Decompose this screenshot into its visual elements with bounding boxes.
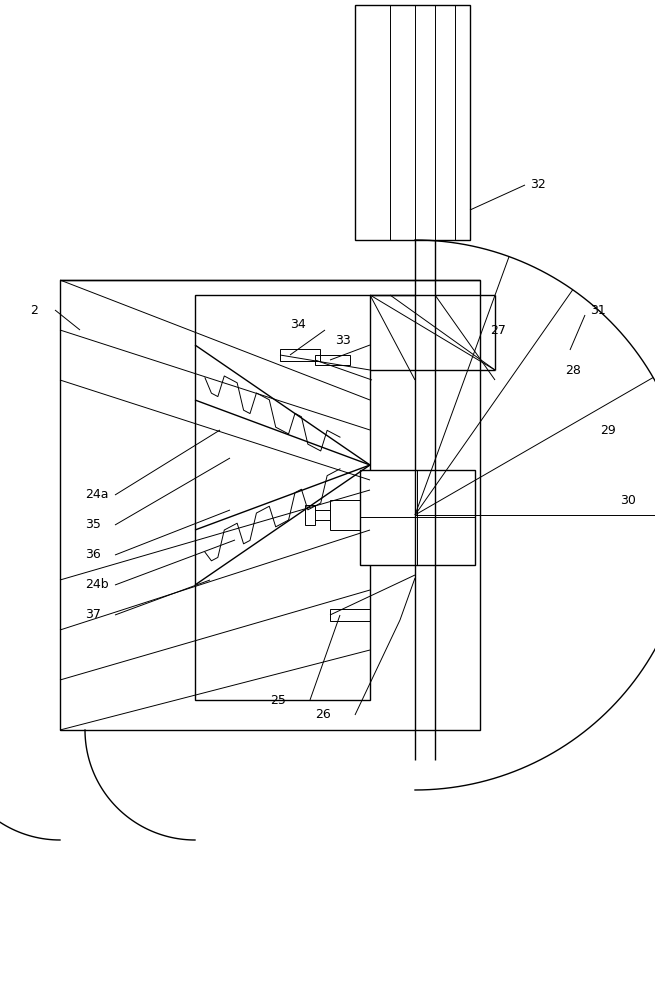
Text: 32: 32 bbox=[530, 178, 546, 192]
Bar bbox=[330, 609, 370, 621]
Text: 31: 31 bbox=[590, 304, 606, 316]
Text: 35: 35 bbox=[85, 518, 101, 532]
Bar bbox=[195, 295, 370, 700]
Text: 25: 25 bbox=[270, 694, 286, 706]
Bar bbox=[315, 355, 350, 365]
Text: 34: 34 bbox=[290, 318, 306, 332]
Bar bbox=[330, 500, 360, 530]
Text: 26: 26 bbox=[315, 708, 331, 722]
Bar bbox=[355, 5, 470, 240]
Text: 30: 30 bbox=[620, 493, 636, 506]
Text: 37: 37 bbox=[85, 608, 101, 621]
Text: 24b: 24b bbox=[85, 578, 109, 591]
Text: 2: 2 bbox=[30, 304, 38, 316]
Bar bbox=[60, 280, 480, 730]
Text: 36: 36 bbox=[85, 548, 101, 562]
Text: 29: 29 bbox=[600, 424, 616, 436]
Bar bbox=[305, 505, 315, 525]
Text: 24a: 24a bbox=[85, 488, 109, 502]
Bar bbox=[280, 349, 320, 361]
Text: 33: 33 bbox=[335, 334, 350, 347]
Text: 28: 28 bbox=[565, 363, 581, 376]
Bar bbox=[360, 470, 475, 565]
Text: 27: 27 bbox=[490, 324, 506, 336]
